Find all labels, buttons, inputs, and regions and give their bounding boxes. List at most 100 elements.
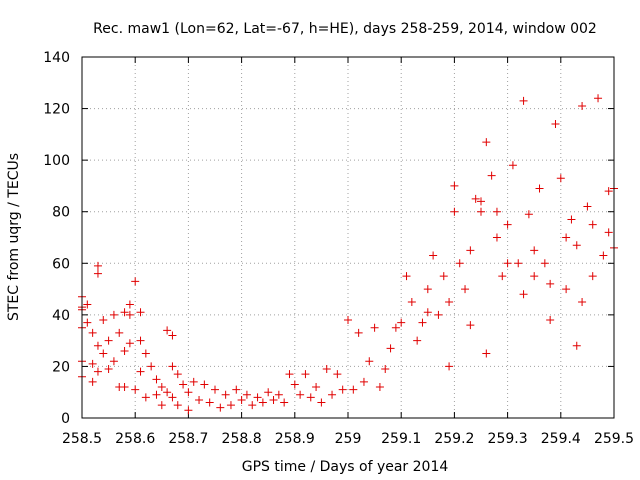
grid-lines [82,57,614,418]
data-point-plus [519,290,528,299]
y-tick-label: 40 [52,308,70,324]
data-point-plus [567,215,576,224]
data-point-plus [604,187,613,196]
data-point-plus [296,390,305,399]
data-point-plus [466,321,475,330]
data-point-plus [216,403,225,412]
x-tick-label: 258.5 [62,431,102,447]
data-point-plus [141,393,150,402]
y-tick-labels: 0 20 40 60 80 100 120 140 [43,50,70,427]
data-point-plus [604,228,613,237]
y-tick-label: 20 [52,359,70,375]
data-point-plus [530,272,539,281]
data-point-plus [322,365,331,374]
data-point-plus [503,220,512,229]
y-tick-label: 120 [43,102,70,118]
data-point-plus [83,318,92,327]
x-tick-label: 259.2 [434,431,474,447]
data-point-plus [88,328,97,337]
data-point-plus [264,388,273,397]
data-point-plus [232,385,241,394]
data-point-plus [492,233,501,242]
data-point-plus [482,138,491,147]
data-point-plus [104,336,113,345]
data-point-plus [397,318,406,327]
x-tick-label: 259.1 [381,431,421,447]
x-axis-label: GPS time / Days of year 2014 [242,459,449,475]
data-point-plus [370,323,379,332]
data-point-plus [546,316,555,325]
data-point-plus [120,308,129,317]
data-point-plus [477,197,485,206]
data-point-plus [588,220,597,229]
data-point-plus [375,383,384,392]
x-tick-label: 259.3 [488,431,528,447]
data-point-plus [93,269,102,278]
data-point-plus [136,367,145,376]
data-point-plus [572,341,581,350]
y-tick-label: 80 [52,205,70,221]
data-point-plus [290,380,299,389]
data-point-plus [562,285,571,294]
data-point-plus [583,202,592,211]
data-point-plus [93,367,102,376]
data-point-plus [439,272,448,281]
data-point-plus [99,349,108,358]
y-axis-label: STEC from uqrg / TECUs [6,153,22,321]
data-point-plus [391,323,400,332]
data-point-plus [354,328,363,337]
data-point-plus [184,388,193,397]
data-point-plus [274,390,283,399]
data-point-plus [599,251,608,260]
data-point-plus [211,385,219,394]
data-point-plus [221,390,230,399]
data-point-plus [413,336,422,345]
data-point-plus [205,398,214,407]
data-point-plus [445,297,454,306]
data-point-plus [136,336,145,345]
data-point-plus [312,383,321,392]
data-point-plus [407,297,416,306]
y-tick-label: 140 [43,50,70,66]
data-point-plus [258,398,267,407]
data-point-plus [189,377,198,386]
data-point-plus [445,362,454,371]
data-point-plus [157,383,166,392]
data-point-plus [381,365,390,374]
data-point-plus [556,174,565,183]
x-tick-label: 259 [335,431,362,447]
data-point-plus [173,370,182,379]
data-point-plus [317,398,326,407]
y-tick-label: 100 [43,153,70,169]
data-point-plus [285,370,294,379]
data-point-plus [578,297,587,306]
data-point-plus [328,390,337,399]
data-point-plus [578,101,587,110]
data-point-plus [125,310,134,319]
data-point-plus [498,272,507,281]
data-point-plus [359,377,368,386]
data-point-plus [508,161,517,170]
data-point-plus [306,393,315,402]
data-point-plus [514,259,523,268]
data-point-plus [253,393,262,402]
data-point-plus [168,393,177,402]
data-point-plus [168,331,177,340]
data-point-plus [147,362,156,371]
data-point-plus [349,385,358,394]
data-point-plus [120,383,129,392]
x-tick-label: 258.9 [275,431,315,447]
x-tick-label: 258.7 [168,431,208,447]
data-point-plus [477,207,485,216]
data-point-plus [461,285,470,294]
data-point-plus [333,370,342,379]
data-point-plus [482,349,491,358]
data-point-plus [242,390,251,399]
x-tick-labels: 258.5 258.6 258.7 258.8 258.9 259 259.1 259.2 25… [62,431,634,447]
data-point-plus [237,395,246,404]
data-point-plus [141,349,150,358]
x-tick-label: 259.4 [541,431,581,447]
data-point-plus [226,401,235,410]
x-tick-label: 258.6 [115,431,155,447]
data-point-plus [131,385,140,394]
